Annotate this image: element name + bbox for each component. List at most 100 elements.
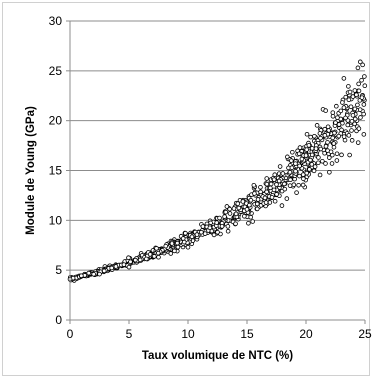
gridlines: [70, 20, 365, 271]
data-point: [296, 151, 302, 157]
data-point: [289, 158, 294, 163]
data-point: [175, 240, 180, 246]
data-point: [354, 92, 359, 98]
x-tick-label-15: 15: [240, 327, 254, 341]
data-point: [258, 189, 263, 195]
data-point: [274, 182, 279, 187]
data-point: [350, 113, 356, 118]
data-point: [263, 200, 269, 205]
y-tick-label-0: 0: [55, 313, 62, 327]
y-axis-title: Module de Young (GPa): [25, 106, 37, 235]
data-point: [175, 244, 181, 250]
data-point: [312, 133, 317, 139]
data-point: [322, 126, 328, 132]
data-point: [336, 133, 342, 139]
data-point: [299, 156, 305, 162]
y-tick-label-5: 5: [55, 263, 62, 277]
data-point: [328, 149, 334, 155]
data-point: [101, 268, 107, 274]
data-point: [231, 206, 237, 211]
data-point: [320, 158, 325, 164]
data-point: [152, 254, 157, 259]
x-tick-label-0: 0: [67, 327, 74, 341]
data-point: [248, 197, 254, 203]
data-point: [323, 144, 329, 149]
data-point: [255, 197, 261, 202]
data-point: [181, 239, 187, 245]
data-point: [244, 207, 250, 212]
data-point: [341, 76, 347, 81]
data-point: [168, 251, 174, 256]
data-point: [341, 105, 347, 110]
x-tick-labels: 0 5 10 15 20 25: [67, 327, 372, 341]
data-point: [172, 248, 177, 254]
data-point: [121, 262, 127, 267]
data-point: [233, 221, 238, 227]
data-point: [282, 186, 288, 192]
x-tick-label-10: 10: [181, 327, 195, 341]
data-point: [334, 151, 340, 157]
data-point: [327, 170, 332, 175]
data-point: [156, 254, 161, 260]
data-point: [126, 264, 132, 270]
data-point: [287, 169, 293, 175]
data-point: [217, 215, 222, 221]
data-point: [358, 115, 363, 120]
data-point: [356, 81, 361, 87]
data-point: [109, 265, 114, 271]
data-point: [340, 100, 345, 105]
data-point: [252, 191, 257, 196]
data-point: [362, 74, 367, 79]
data-point: [362, 83, 368, 89]
data-point: [355, 140, 361, 145]
y-tick-label-10: 10: [49, 213, 63, 227]
data-point: [91, 271, 96, 277]
data-point: [269, 195, 275, 200]
data-point: [251, 182, 257, 188]
data-point: [304, 147, 309, 152]
data-point: [154, 246, 159, 251]
axes: [66, 20, 366, 324]
data-point: [327, 155, 332, 160]
data-point: [227, 206, 232, 212]
data-point: [355, 65, 361, 71]
x-axis-title: Taux volumique de NTC (%): [142, 350, 293, 362]
data-point: [360, 62, 365, 68]
data-point: [322, 133, 328, 138]
data-point: [361, 132, 367, 137]
data-point: [224, 204, 230, 209]
data-point: [330, 113, 336, 119]
data-point: [126, 255, 131, 260]
data-point: [304, 131, 310, 137]
data-point: [225, 224, 231, 229]
data-point: [258, 184, 263, 190]
data-point: [330, 110, 336, 115]
data-point: [272, 198, 278, 204]
y-tick-labels: 0 5 10 15 20 25 30: [49, 14, 63, 327]
data-point: [282, 181, 287, 187]
data-point: [233, 211, 239, 217]
data-point: [333, 120, 338, 125]
y-tick-label-15: 15: [49, 164, 63, 178]
data-point: [325, 124, 331, 130]
data-point: [133, 257, 138, 263]
data-point: [223, 209, 229, 215]
data-point: [297, 163, 302, 169]
data-point: [355, 102, 360, 108]
data-point: [202, 231, 208, 236]
data-point: [338, 108, 344, 114]
data-point: [331, 144, 337, 150]
data-point: [359, 95, 365, 100]
data-point: [137, 257, 143, 263]
data-point: [207, 225, 213, 231]
data-point: [264, 176, 270, 181]
data-point: [313, 146, 319, 151]
data-point: [309, 146, 315, 151]
data-point: [339, 127, 344, 133]
x-tick-label-20: 20: [299, 327, 313, 341]
x-tick-label-25: 25: [358, 327, 372, 341]
data-point: [189, 234, 195, 240]
data-point: [262, 195, 268, 201]
data-point: [314, 123, 320, 128]
